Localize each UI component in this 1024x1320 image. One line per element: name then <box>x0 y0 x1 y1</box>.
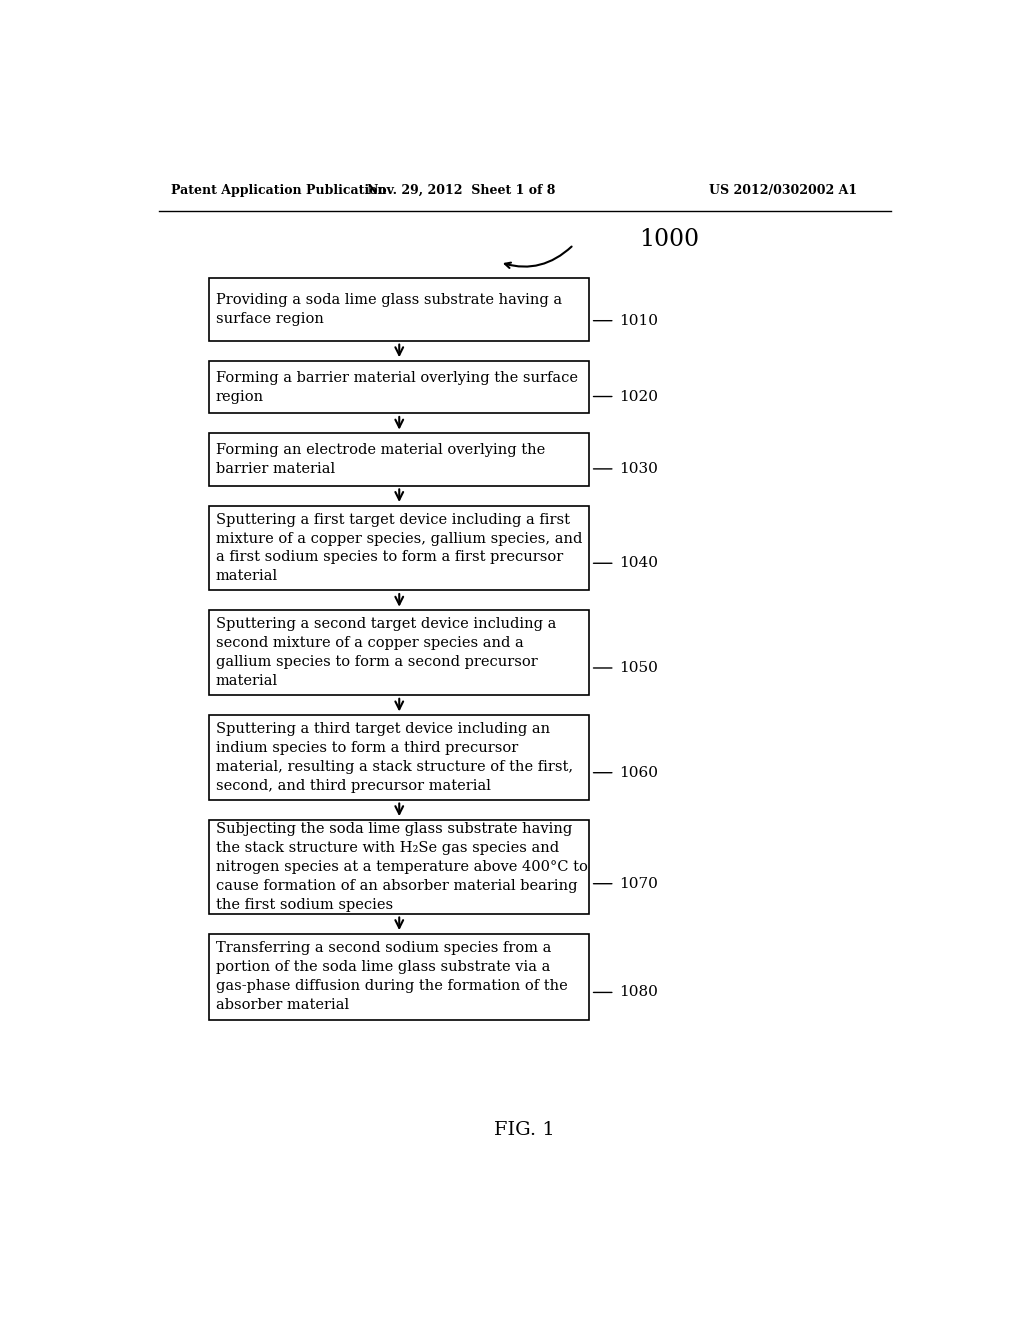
Bar <box>209 933 589 1020</box>
Text: 1080: 1080 <box>620 986 658 999</box>
Text: Patent Application Publication: Patent Application Publication <box>171 185 386 197</box>
Text: 1060: 1060 <box>620 766 658 780</box>
Text: 1040: 1040 <box>620 556 658 570</box>
Text: Sputtering a first target device including a first
mixture of a copper species, : Sputtering a first target device includi… <box>216 512 582 583</box>
Text: FIG. 1: FIG. 1 <box>495 1121 555 1139</box>
Bar <box>209 715 589 800</box>
Bar <box>209 820 589 913</box>
Text: 1030: 1030 <box>620 462 658 477</box>
Text: Sputtering a third target device including an
indium species to form a third pre: Sputtering a third target device includi… <box>216 722 572 793</box>
Bar <box>209 506 589 590</box>
Text: Transferring a second sodium species from a
portion of the soda lime glass subst: Transferring a second sodium species fro… <box>216 941 567 1012</box>
Text: 1010: 1010 <box>620 314 658 327</box>
Bar <box>209 610 589 696</box>
Bar <box>209 360 589 413</box>
Text: Subjecting the soda lime glass substrate having
the stack structure with H₂Se ga: Subjecting the soda lime glass substrate… <box>216 822 588 912</box>
Text: Nov. 29, 2012  Sheet 1 of 8: Nov. 29, 2012 Sheet 1 of 8 <box>367 185 555 197</box>
Text: Forming an electrode material overlying the
barrier material: Forming an electrode material overlying … <box>216 444 545 477</box>
Bar <box>209 433 589 486</box>
Text: Forming a barrier material overlying the surface
region: Forming a barrier material overlying the… <box>216 371 578 404</box>
Bar <box>209 277 589 341</box>
Text: 1050: 1050 <box>620 661 658 675</box>
Text: Providing a soda lime glass substrate having a
surface region: Providing a soda lime glass substrate ha… <box>216 293 562 326</box>
Text: US 2012/0302002 A1: US 2012/0302002 A1 <box>710 185 857 197</box>
Text: Sputtering a second target device including a
second mixture of a copper species: Sputtering a second target device includ… <box>216 618 556 688</box>
Text: 1000: 1000 <box>640 228 699 251</box>
Text: 1020: 1020 <box>620 389 658 404</box>
Text: 1070: 1070 <box>620 876 658 891</box>
